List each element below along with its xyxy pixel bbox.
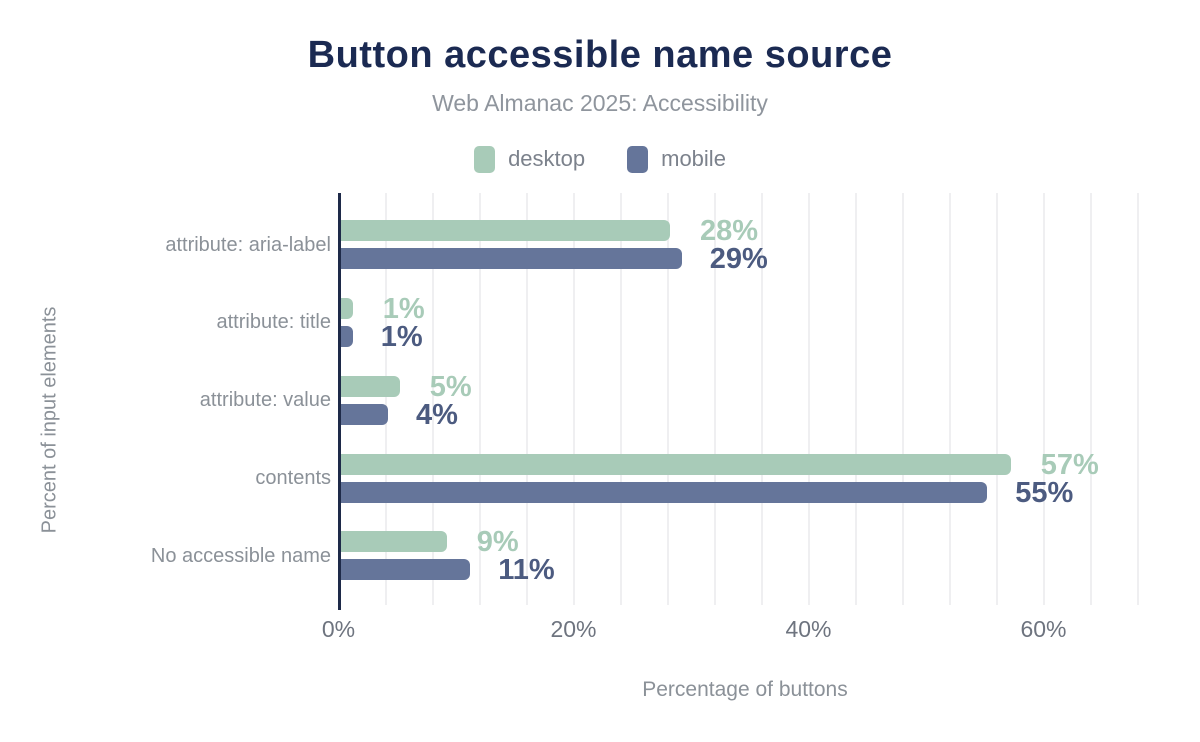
gridline	[714, 193, 716, 605]
gridline	[526, 193, 528, 605]
category-label: No accessible name	[150, 544, 331, 567]
x-axis-title: Percentage of buttons	[642, 678, 848, 701]
value-label-mobile: 1%	[380, 320, 423, 353]
category-label: contents	[255, 467, 331, 489]
bar-desktop	[341, 531, 447, 553]
plot-area: 28% 29% 1% 1% 5% 4% 57% 55% 9% 11%	[339, 193, 1140, 605]
legend: desktop mobile	[0, 143, 1200, 175]
value-label-mobile: 4%	[416, 398, 458, 431]
bar-desktop	[341, 220, 670, 242]
chart-title: Button accessible name source	[307, 34, 893, 76]
legend-item-mobile: mobile	[627, 145, 726, 173]
value-label-desktop: 28%	[700, 215, 759, 248]
value-label-mobile: 29%	[709, 243, 768, 276]
gridline	[1090, 193, 1092, 605]
bar-mobile	[341, 325, 353, 347]
gridline	[1043, 193, 1045, 605]
legend-label-mobile: mobile	[661, 146, 726, 171]
gridline	[808, 193, 810, 605]
gridline	[432, 193, 434, 605]
category-label: attribute: value	[199, 389, 331, 412]
gridline	[902, 193, 904, 605]
value-label-desktop: 57%	[1040, 448, 1099, 481]
bar-mobile	[341, 559, 471, 581]
gridline	[385, 193, 387, 605]
value-label-desktop: 1%	[382, 292, 425, 325]
gridline	[1137, 193, 1139, 605]
legend-swatch-mobile-icon	[627, 145, 649, 173]
x-tick-label: 40%	[785, 616, 832, 642]
x-tick-label: 60%	[1020, 616, 1067, 642]
gridline	[855, 193, 857, 605]
gridline	[573, 193, 575, 605]
gridline	[761, 193, 763, 605]
value-label-mobile: 55%	[1015, 476, 1074, 509]
category-label: attribute: aria-label	[165, 233, 331, 256]
bar-mobile	[341, 403, 388, 425]
gridline	[667, 193, 669, 605]
legend-swatch-desktop-icon	[474, 145, 496, 173]
value-label-desktop: 9%	[476, 526, 519, 559]
x-tick-label: 20%	[550, 616, 597, 642]
bar-desktop	[341, 453, 1011, 475]
y-axis-line	[338, 193, 341, 610]
x-tick-label: 0%	[321, 616, 356, 642]
gridline	[479, 193, 481, 605]
bar-desktop	[341, 375, 400, 397]
gridline	[949, 193, 951, 605]
chart-subtitle: Web Almanac 2025: Accessibility	[432, 90, 768, 116]
bar-mobile	[341, 248, 682, 270]
legend-label-desktop: desktop	[508, 146, 586, 171]
y-axis-title: Percent of input elements	[38, 306, 61, 534]
category-label: attribute: title	[216, 311, 331, 334]
gridline	[996, 193, 998, 605]
legend-item-desktop: desktop	[474, 145, 586, 173]
value-label-desktop: 5%	[429, 370, 472, 403]
value-label-mobile: 11%	[498, 554, 555, 587]
bar-mobile	[341, 481, 988, 503]
bar-desktop	[341, 297, 353, 319]
gridline	[620, 193, 622, 605]
